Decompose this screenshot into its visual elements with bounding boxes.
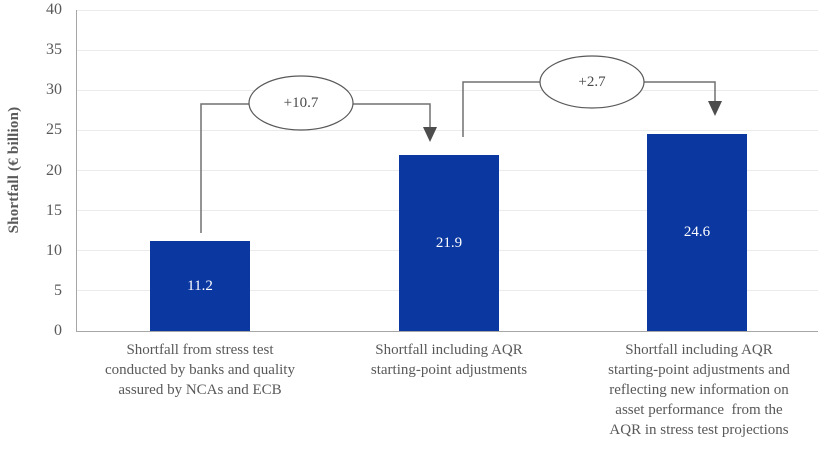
- gridline: [77, 9, 818, 11]
- y-axis-tick-label: 35: [46, 41, 62, 59]
- y-axis-tick-label: 0: [54, 322, 62, 339]
- arrowhead-icon: [708, 101, 722, 116]
- y-axis-tick-label: 30: [46, 81, 62, 99]
- y-axis-tick-label: 15: [46, 201, 62, 219]
- y-axis-tick-label: 5: [54, 281, 62, 299]
- x-category-label-2: Shortfall including AQR starting-point a…: [370, 342, 528, 378]
- connector-line-1: [200, 103, 431, 233]
- gridline: [77, 49, 818, 51]
- bar-value-label: 11.2: [187, 277, 213, 294]
- bar-aqr-adjusted-shortfall: 21.9: [399, 155, 499, 331]
- annotation-delta-label: +2.7: [578, 74, 606, 90]
- annotation-delta-label: +10.7: [283, 95, 319, 111]
- y-axis-line: [76, 10, 77, 331]
- y-axis-tick-label: 10: [46, 241, 62, 259]
- x-category-label-3: Shortfall including AQR starting-point a…: [608, 342, 790, 438]
- gridline: [77, 129, 818, 131]
- x-axis-line: [76, 331, 818, 332]
- bar-aqr-projection-shortfall: 24.6: [647, 133, 747, 331]
- bar-value-label: 21.9: [435, 234, 463, 251]
- bar-stress-test-shortfall: 11.2: [150, 241, 250, 331]
- bar-value-label: 24.6: [683, 223, 711, 240]
- x-category-label-1: Shortfall from stress test conducted by …: [105, 342, 295, 398]
- gridline: [77, 89, 818, 91]
- y-axis-tick-label: 40: [46, 1, 62, 18]
- y-axis-tick-label: 20: [46, 161, 62, 179]
- y-axis-tick-label: 25: [46, 121, 62, 139]
